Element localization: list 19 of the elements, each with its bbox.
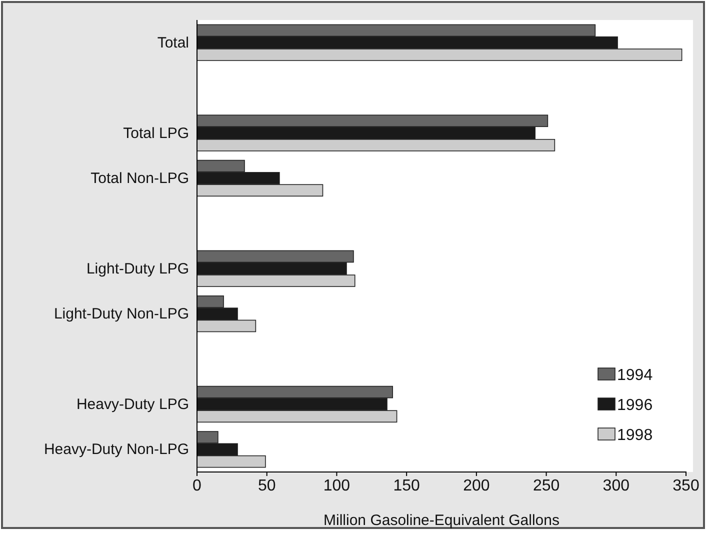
x-tick-label: 150	[393, 477, 420, 494]
x-tick-label: 100	[323, 477, 350, 494]
legend-label: 1998	[617, 427, 653, 444]
x-tick-label: 300	[602, 477, 630, 494]
x-tick-label: 50	[258, 477, 276, 494]
y-tick-label: Heavy-Duty Non-LPG	[44, 441, 189, 458]
y-tick-label: Light-Duty Non-LPG	[54, 306, 189, 323]
x-tick-label: 250	[532, 477, 560, 494]
legend-label: 1996	[617, 397, 653, 414]
y-tick-label: Light-Duty LPG	[86, 260, 189, 278]
x-tick-label: 200	[463, 477, 490, 494]
legend-label: 1994	[617, 367, 653, 384]
x-axis-title: Million Gasoline-Equivalent Gallons	[324, 512, 560, 529]
x-tick-label: 0	[192, 477, 202, 494]
y-tick-label: Heavy-Duty LPG	[76, 396, 189, 413]
y-tick-label: Total LPG	[123, 124, 189, 142]
y-tick-label: Total	[157, 34, 189, 52]
y-tick-label: Total Non-LPG	[90, 170, 189, 187]
x-tick-label: 350	[672, 477, 700, 494]
